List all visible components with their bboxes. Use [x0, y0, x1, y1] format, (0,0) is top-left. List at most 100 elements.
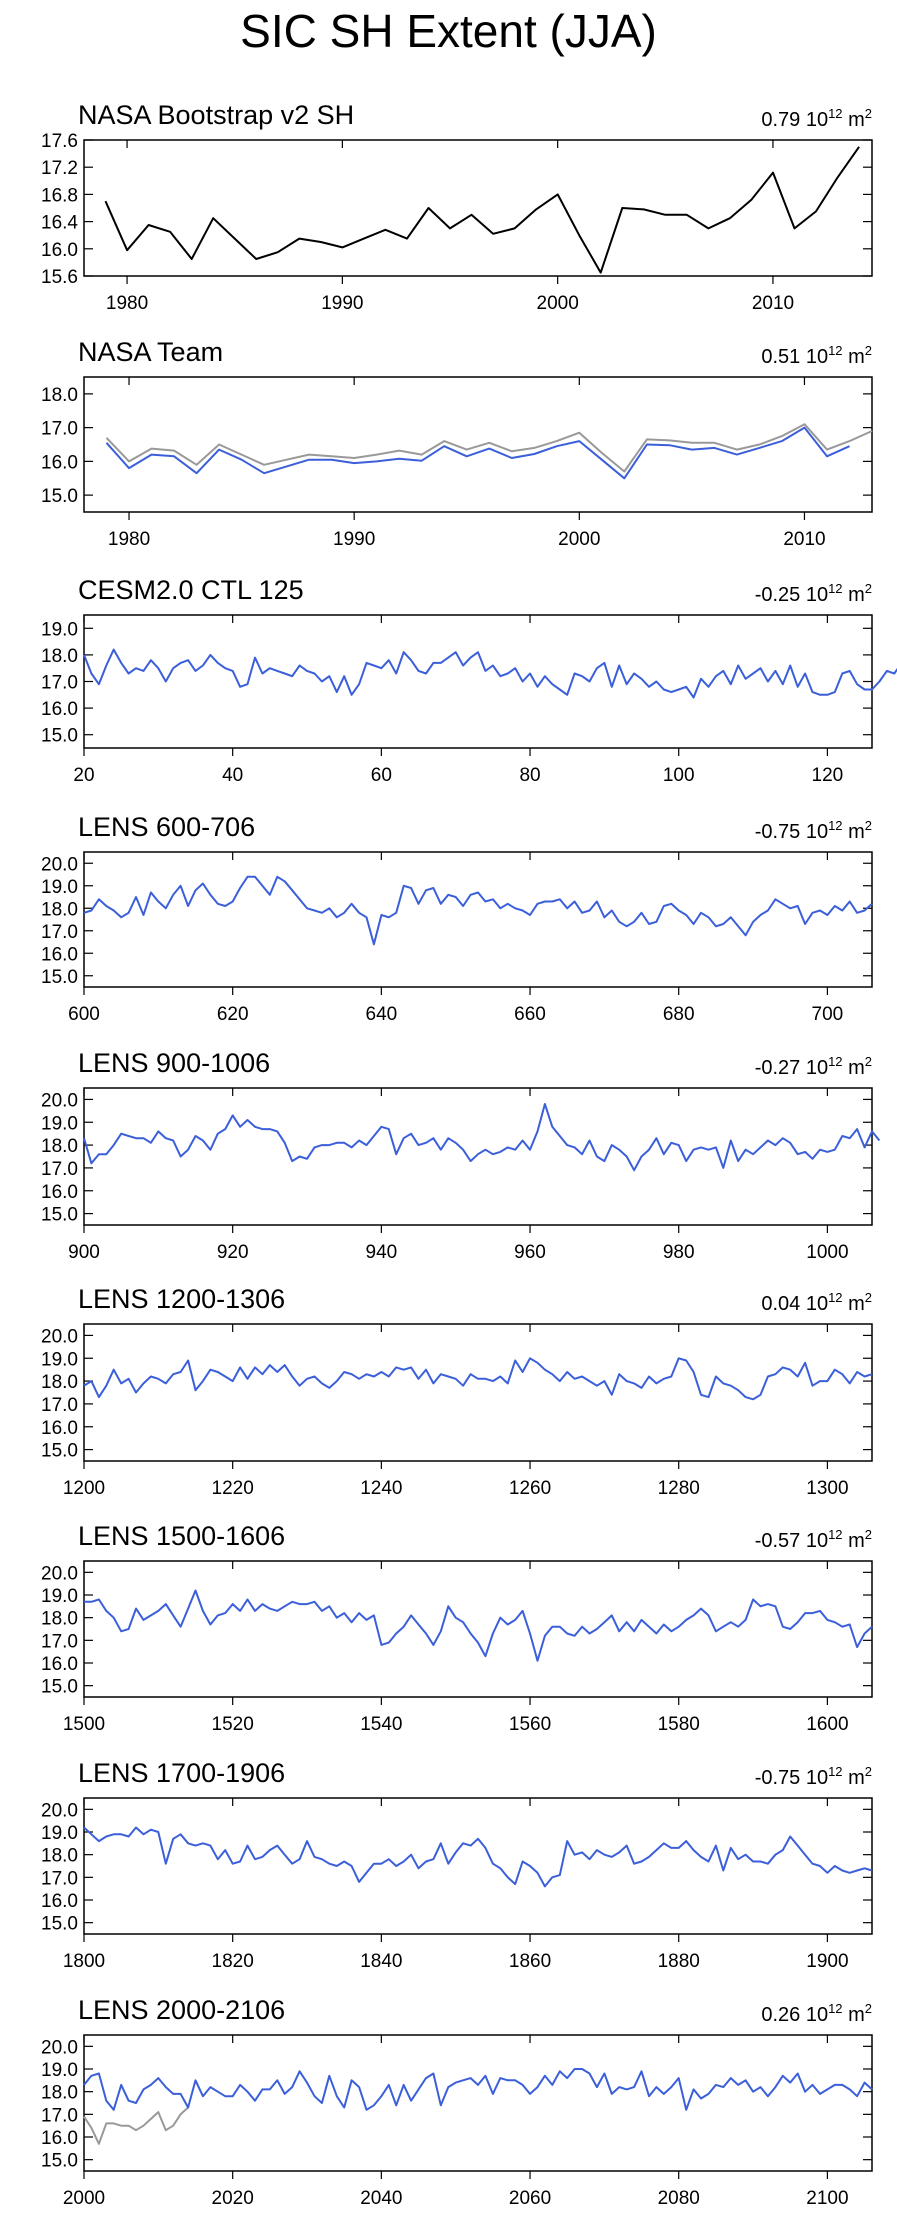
series-line-1	[83, 875, 873, 946]
panel-title: CESM2.0 CTL 125	[78, 575, 304, 605]
x-tick-label: 120	[812, 765, 844, 786]
x-tick-label: 2000	[558, 529, 600, 550]
y-tick-label: 18.0	[41, 2083, 78, 2104]
trend-unit: m	[843, 346, 865, 368]
y-tick-label: 19.0	[41, 1113, 78, 1134]
plot-frame	[83, 2034, 873, 2172]
trend-label: 0.79 1012 m2	[761, 106, 872, 131]
x-tick-label: 2040	[360, 2188, 402, 2209]
plot-frame	[83, 614, 873, 749]
x-tick-label: 920	[217, 1242, 249, 1263]
y-tick-label: 18.0	[41, 1372, 78, 1393]
trend-unit-exp: 2	[865, 2001, 872, 2016]
y-tick-label: 17.0	[41, 1159, 78, 1180]
trend-unit-exp: 2	[865, 106, 872, 121]
panel-title: LENS 1700-1906	[78, 1758, 285, 1788]
y-tick-label: 18.0	[41, 899, 78, 920]
trend-exp: 12	[828, 1764, 842, 1779]
y-tick-label: 16.0	[41, 1891, 78, 1912]
series-line-1	[83, 1103, 881, 1172]
trend-exp: 12	[828, 818, 842, 833]
x-tick-label: 1560	[509, 1714, 551, 1735]
y-tick-label: 17.0	[41, 2105, 78, 2126]
trend-unit: m	[843, 1293, 865, 1315]
x-tick-label: 1990	[321, 293, 363, 314]
y-tick-label: 16.0	[41, 944, 78, 965]
trend-value: -0.27 10	[755, 1057, 828, 1079]
trend-unit: m	[843, 109, 865, 131]
x-tick-label: 1220	[212, 1478, 254, 1499]
trend-value: -0.75 10	[755, 821, 828, 843]
y-tick-label: 16.4	[41, 213, 78, 234]
x-tick-label: 940	[366, 1242, 398, 1263]
x-tick-label: 2020	[212, 2188, 254, 2209]
x-tick-label: 1880	[658, 1951, 700, 1972]
trend-label: -0.25 1012 m2	[755, 581, 872, 606]
trend-value: 0.26 10	[761, 2004, 828, 2026]
y-tick-label: 16.8	[41, 185, 78, 206]
chart-panel-4: LENS 600-706 -0.75 1012 m2 15.016.017.018.…	[41, 812, 873, 1025]
y-tick-label: 19.0	[41, 1349, 78, 1370]
x-tick-label: 1800	[63, 1951, 105, 1972]
y-tick-label: 15.0	[41, 726, 78, 747]
chart-panel-8: LENS 1700-1906 -0.75 1012 m215.016.017.01…	[41, 1758, 873, 1972]
x-tick-label: 620	[217, 1004, 249, 1025]
y-tick-label: 18.0	[41, 1136, 78, 1157]
x-tick-label: 1980	[106, 293, 148, 314]
panel-title: LENS 2000-2106	[78, 1995, 285, 2025]
x-tick-label: 2010	[783, 529, 825, 550]
trend-label: -0.27 1012 m2	[755, 1054, 872, 1079]
x-tick-label: 700	[812, 1004, 844, 1025]
y-tick-label: 16.0	[41, 1182, 78, 1203]
x-tick-label: 2000	[63, 2188, 105, 2209]
x-tick-label: 1860	[509, 1951, 551, 1972]
y-tick-label: 18.0	[41, 1846, 78, 1867]
y-tick-label: 18.0	[41, 385, 78, 406]
x-tick-label: 900	[68, 1242, 100, 1263]
x-tick-label: 1580	[658, 1714, 700, 1735]
x-tick-label: 2010	[752, 293, 794, 314]
y-tick-label: 17.0	[41, 1631, 78, 1652]
trend-value: 0.51 10	[761, 346, 828, 368]
chart-panel-2: NASA Team 0.51 1012 m2 15.0 16.0 17.0 18.0 198…	[41, 337, 873, 550]
chart-panel-7: LENS 1500-1606 -0.57 1012 m215.016.017.01…	[41, 1521, 873, 1735]
y-tick-label: 20.0	[41, 2037, 78, 2058]
x-tick-label: 2060	[509, 2188, 551, 2209]
panel-title: LENS 1500-1606	[78, 1521, 285, 1551]
trend-unit: m	[843, 1057, 865, 1079]
y-tick-label: 15.0	[41, 967, 78, 988]
series-line-1	[83, 1357, 873, 1401]
x-tick-label: 1840	[360, 1951, 402, 1972]
y-tick-label: 15.0	[41, 1205, 78, 1226]
trend-unit-exp: 2	[865, 343, 872, 358]
y-tick-label: 18.0	[41, 1609, 78, 1630]
trend-unit: m	[843, 821, 865, 843]
series-line-2	[83, 2068, 873, 2111]
chart-panel-5: LENS 900-1006 -0.27 1012 m2 15.016.017.018…	[41, 1048, 881, 1263]
chart-panel-1: NASA Bootstrap v2 SH 0.79 1012 m2 15.6 16.0…	[41, 100, 873, 314]
trend-unit: m	[843, 1767, 865, 1789]
trend-exp: 12	[828, 1054, 842, 1069]
x-tick-label: 980	[663, 1242, 695, 1263]
x-tick-label: 1990	[333, 529, 375, 550]
x-tick-label: 1600	[806, 1714, 848, 1735]
trend-label: 0.51 1012 m2	[761, 343, 872, 368]
y-tick-label: 15.0	[41, 486, 78, 507]
plot-frame	[83, 1797, 873, 1935]
trend-label: -0.75 1012 m2	[755, 818, 872, 843]
y-tick-label: 17.0	[41, 922, 78, 943]
series-line-1	[83, 1826, 873, 1888]
x-tick-label: 1540	[360, 1714, 402, 1735]
y-tick-label: 19.0	[41, 877, 78, 898]
panel-title: LENS 600-706	[78, 812, 255, 842]
x-tick-label: 1980	[108, 529, 150, 550]
trend-unit-exp: 2	[865, 1764, 872, 1779]
panel-title: NASA Bootstrap v2 SH	[78, 100, 354, 130]
x-tick-label: 1900	[806, 1951, 848, 1972]
panel-title: NASA Team	[78, 337, 223, 367]
trend-unit: m	[843, 584, 865, 606]
x-tick-label: 1240	[360, 1478, 402, 1499]
y-tick-label: 16.0	[41, 240, 78, 261]
trend-exp: 12	[828, 1290, 842, 1305]
plot-frame	[83, 1323, 873, 1462]
